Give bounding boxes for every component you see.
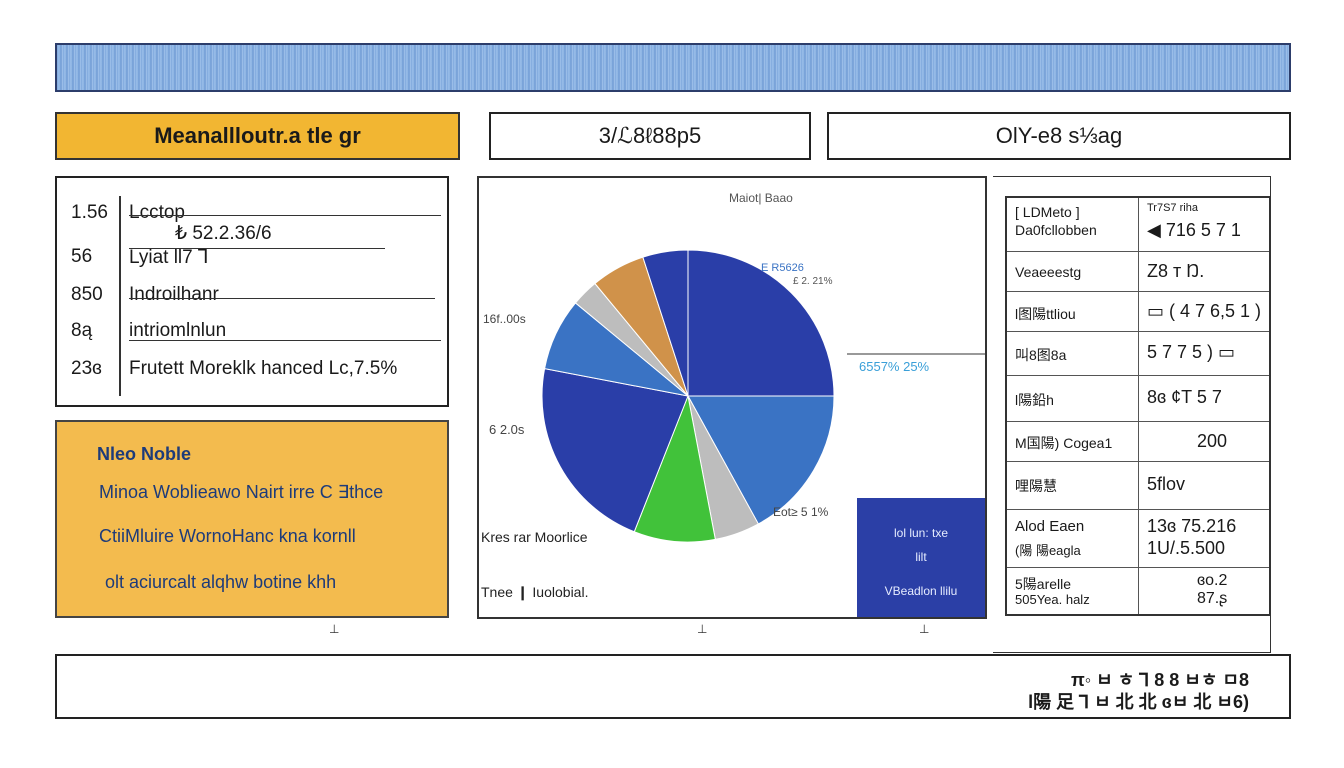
- annotation-label: 6 2.0s: [489, 422, 525, 437]
- row-number: 56: [71, 246, 93, 267]
- row-number: 8ą: [71, 320, 93, 341]
- cell-value: Z8 т Ŋ.: [1147, 261, 1205, 281]
- chart-side-panel: lol lun: txe lilt VBeadlon llilu: [857, 498, 985, 617]
- pie-slice-3: [633, 394, 716, 543]
- cell-label: Alod Eaen: [1015, 518, 1085, 535]
- table-row: 叫8图8a 5 7 7 5 ) ▭: [1007, 332, 1269, 376]
- tick-mark: ⊥: [329, 622, 340, 636]
- annotation-label: Eot≥ 5 1%: [773, 505, 829, 519]
- note-line: Minoa Woblieawo Nairt irre C ∃thce: [99, 482, 384, 502]
- note-line: CtiiMluire WornoHanc kna kornll: [99, 526, 356, 546]
- table-row: Alod Eaen (陽 陽eagla 13ɞ 75.216 1U/.5.500: [1007, 510, 1269, 568]
- footer-bar: π◦ ㅂ ㅎ ⅂ 8 8 ㅂㅎ ㅁ8 l陽 足 ⅂ ㅂ 北 北 ɞㅂ 北 ㅂ6): [55, 654, 1291, 719]
- right-data-table: [ LDMeto ] Da0fcllobben Tr7S7 riha ◀ 716…: [1005, 196, 1271, 616]
- pie-slice-4: [541, 368, 689, 533]
- note-title: Nleo Noble: [97, 444, 192, 464]
- note-line: olt aciurcalt alqhw botine khh: [105, 572, 337, 592]
- cell-label: l陽鉛h: [1015, 392, 1054, 408]
- row-text: Indroilhanr: [129, 284, 219, 305]
- table-row: M国陽) Cogea1 200: [1007, 422, 1269, 462]
- cell-value: 13ɞ 75.216: [1147, 516, 1237, 536]
- row-number: 23ɞ: [71, 358, 102, 379]
- right-header: OlY-e8 s⅓ag: [827, 112, 1291, 160]
- row-underline: [129, 248, 385, 249]
- row-text: ₺ 52.2.36/6: [175, 223, 272, 244]
- row-text: Lyiat ll7 ⅂: [129, 247, 209, 268]
- panel-line: VBeadlon llilu: [884, 584, 958, 598]
- table-row: 哩陽慧 5flov: [1007, 462, 1269, 510]
- annotation-label: £ 2. 21%: [793, 276, 833, 287]
- annotation-label: 6557% 25%: [859, 359, 930, 374]
- cell-value: 5flov: [1147, 474, 1186, 494]
- left-header: Meanallloutr.a tle gr: [55, 112, 460, 160]
- table-row: l陽鉛h 8ɞ ¢T 5 7: [1007, 376, 1269, 422]
- tick-mark: ⊥: [697, 622, 708, 636]
- tick-mark: ⊥: [919, 622, 930, 636]
- cell-label: Veaeeestg: [1015, 264, 1082, 280]
- row-number: 850: [71, 284, 103, 305]
- cell-label: [ LDMeto ]: [1015, 204, 1080, 220]
- table-divider: [1138, 198, 1139, 614]
- cell-value: 200: [1197, 431, 1228, 451]
- row-text: intriomlnlun: [129, 320, 227, 341]
- cell-label: 5陽arelle: [1015, 576, 1072, 592]
- chart-title: Maiot| Baao: [729, 191, 793, 205]
- panel-line: lol lun: txe: [893, 526, 949, 540]
- row-underline: [129, 215, 441, 216]
- left-header-label: Meanallloutr.a tle gr: [154, 123, 361, 148]
- cell-value: 5 7 7 5 ) ▭: [1147, 342, 1236, 362]
- annotation-label: E R5626: [761, 262, 804, 274]
- top-banner: [55, 43, 1291, 92]
- pie-slice-0: [687, 249, 835, 397]
- note-box: Nleo Noble Minoa Woblieawo Nairt irre C …: [55, 420, 449, 618]
- row-underline: [129, 298, 435, 299]
- cell-value: Tr7S7 riha: [1147, 202, 1198, 214]
- cell-value: 1U/.5.500: [1147, 538, 1226, 558]
- row-text: Lcctop: [129, 202, 185, 223]
- footer-line: l陽 足 ⅂ ㅂ 北 北 ɞㅂ 北 ㅂ6): [1028, 692, 1249, 712]
- left-data-table: 1.56 Lcctop ₺ 52.2.36/6 56 Lyiat ll7 ⅂ 8…: [55, 176, 449, 407]
- row-text: Frutett Moreklk hanced Lc,7.5%: [129, 358, 398, 379]
- pie-chart: Maiot| Baao E R5626 £ 2. 21% 16f..00s 6 …: [481, 191, 985, 601]
- table-row: [ LDMeto ] Da0fcllobben Tr7S7 riha ◀ 716…: [1007, 198, 1269, 252]
- right-header-label: OlY-e8 s⅓ag: [995, 123, 1123, 148]
- cell-label: 505Yea. halz: [1015, 592, 1090, 607]
- cell-label: l图陽ttliou: [1015, 306, 1076, 322]
- footer-line: π◦ ㅂ ㅎ ⅂ 8 8 ㅂㅎ ㅁ8: [1070, 670, 1249, 690]
- pie-slice-1: [687, 395, 835, 525]
- row-underline: [129, 340, 441, 341]
- annotation-label: 16f..00s: [483, 312, 526, 326]
- cell-label: (陽 陽eagla: [1015, 543, 1081, 558]
- cell-label: Da0fcllobben: [1015, 222, 1097, 238]
- middle-header-label: 3/ℒ8ℓ88p5: [598, 123, 702, 148]
- legend-entry: Kres rar Moorlice: [481, 529, 588, 545]
- table-row: l图陽ttliou ▭ ( 4 7 6,5 1 ): [1007, 292, 1269, 332]
- cell-value: 8ɞ ¢T 5 7: [1147, 387, 1222, 407]
- cell-label: 叫8图8a: [1015, 347, 1067, 363]
- cell-value: ▭ ( 4 7 6,5 1 ): [1147, 301, 1262, 321]
- table-row: 5陽arelle 505Yea. halz ɞo.2 87.ʂ: [1007, 568, 1269, 614]
- cell-value: 87.ʂ: [1197, 590, 1228, 607]
- cell-label: M国陽) Cogea1: [1015, 435, 1113, 451]
- cell-label: 哩陽慧: [1015, 478, 1057, 494]
- legend-entry: Tnee ❙ Iuolobial.: [481, 584, 588, 601]
- cell-value: ɞo.2: [1197, 572, 1228, 589]
- table-divider: [119, 196, 121, 396]
- table-row: Veaeeestg Z8 т Ŋ.: [1007, 252, 1269, 292]
- cell-value: ◀ 716 5 7 1: [1147, 220, 1241, 240]
- pie-slice-8: [642, 249, 689, 397]
- row-number: 1.56: [71, 202, 108, 223]
- middle-header: 3/ℒ8ℓ88p5: [489, 112, 811, 160]
- panel-line: lilt: [915, 550, 927, 564]
